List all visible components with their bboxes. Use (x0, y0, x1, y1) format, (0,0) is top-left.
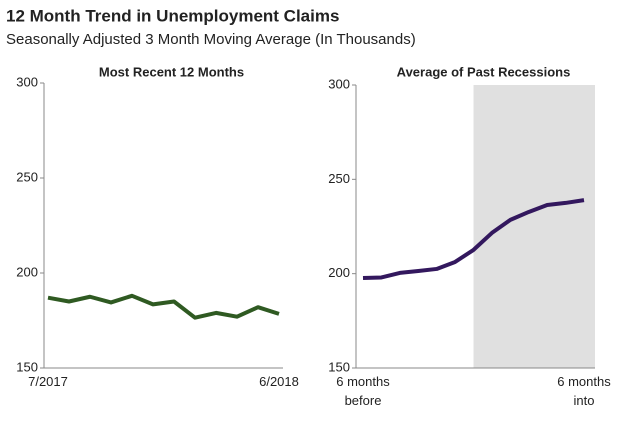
data-line (47, 293, 280, 320)
page-subtitle: Seasonally Adjusted 3 Month Moving Avera… (6, 31, 416, 48)
x-tick-label: 6/2018 (259, 374, 299, 389)
y-tick-label: 200 (16, 264, 38, 279)
y-tick-label: 150 (16, 359, 38, 374)
y-tick-label: 250 (328, 171, 350, 186)
data-line (362, 198, 585, 281)
recession-shade (473, 85, 595, 368)
x-tick-label: 7/2017 (28, 374, 68, 389)
x-tick-label: 6 months into (557, 374, 611, 408)
x-tick-label: 6 months before (336, 374, 390, 408)
y-tick-label: 200 (328, 265, 350, 280)
chart-title: Most Recent 12 Months (99, 64, 244, 79)
y-tick-label: 250 (16, 169, 38, 184)
y-tick-label: 150 (328, 359, 350, 374)
page-title: 12 Month Trend in Unemployment Claims (6, 6, 339, 25)
y-tick-label: 300 (16, 74, 38, 89)
y-tick-label: 300 (328, 76, 350, 91)
chart-title: Average of Past Recessions (397, 64, 571, 79)
